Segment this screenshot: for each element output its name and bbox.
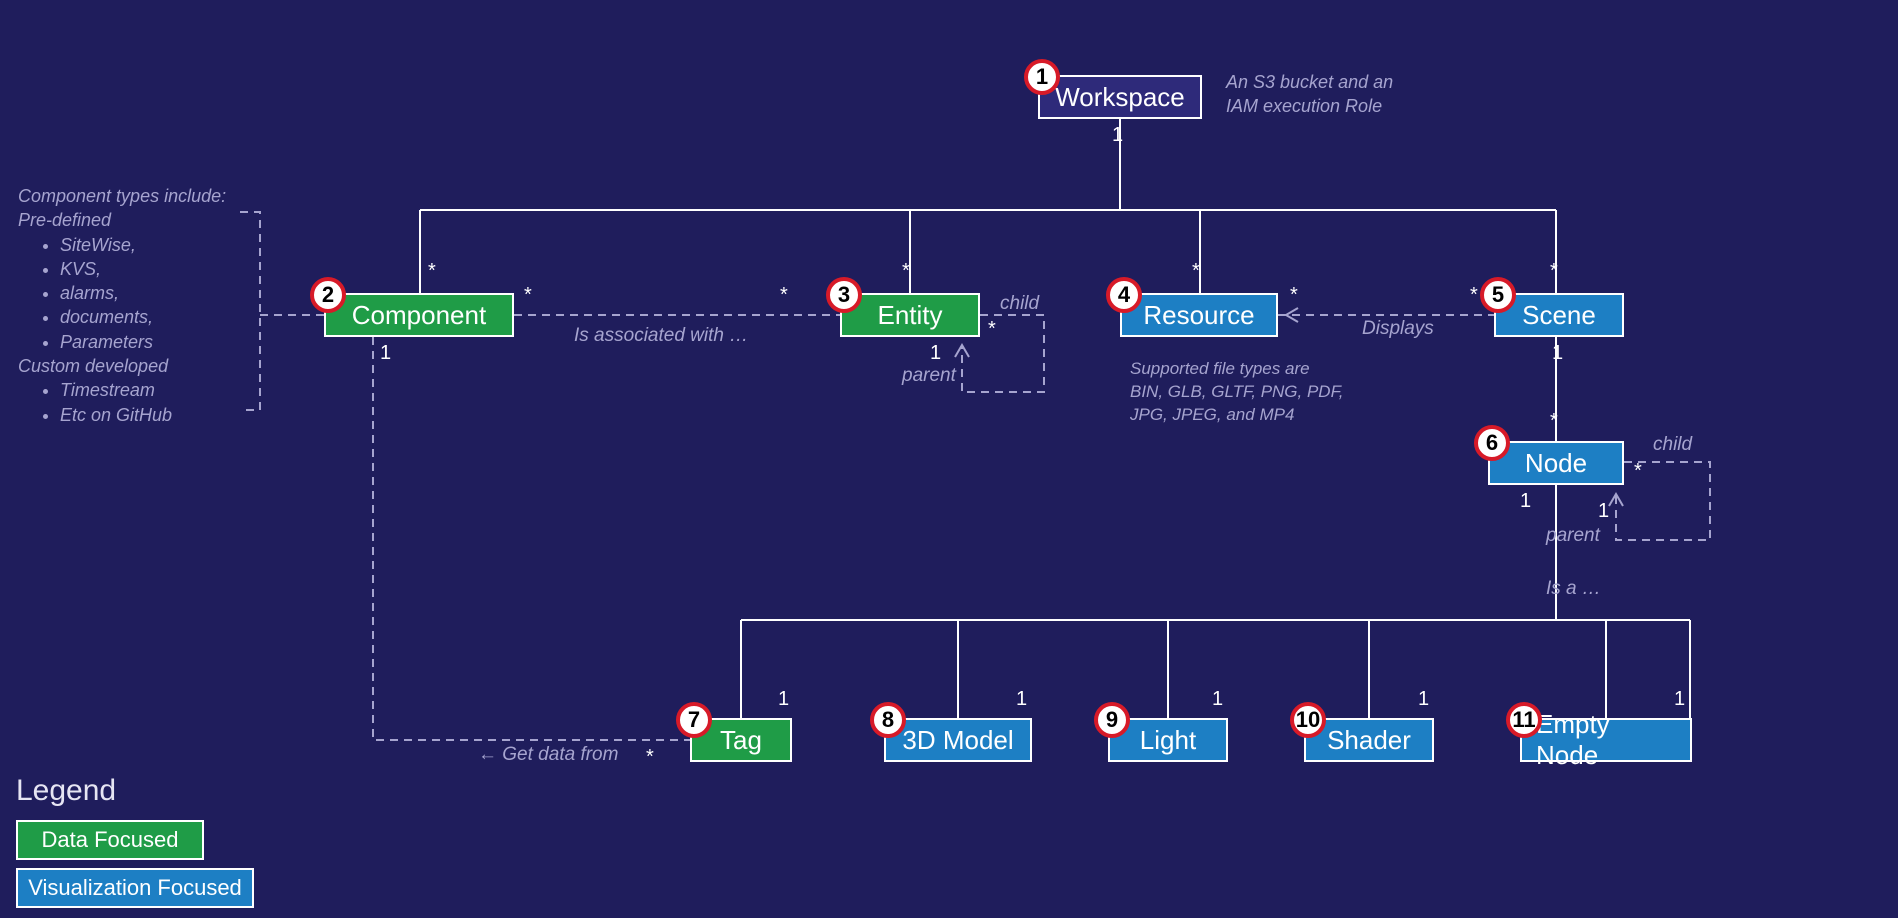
badge-light: 9 [1094,702,1130,738]
badge-number: 3 [838,282,850,308]
node-label: Component [352,300,486,331]
node-component: Component [324,293,514,337]
badge-number: 8 [882,707,894,733]
node-model3d: 3D Model [884,718,1032,762]
annotation-list-item: Parameters [60,330,226,354]
multiplicity: 1 [1112,124,1123,147]
multiplicity: 1 [1212,688,1223,711]
node-label: Shader [1327,725,1411,756]
multiplicity: * [1550,410,1558,433]
multiplicity: * [988,318,996,341]
badge-component: 2 [310,277,346,313]
multiplicity: 1 [930,342,941,365]
node-label: Workspace [1055,82,1185,113]
multiplicity: * [524,284,532,307]
multiplicity: * [1550,260,1558,283]
multiplicity: 1 [1598,500,1609,523]
badge-resource: 4 [1106,277,1142,313]
diagram-root: Workspace 1 Component 2 Entity 3 Resource 4 Scen… [0,0,1898,918]
rel-label-node_parent: parent [1546,525,1600,547]
annotation-list-item: Timestream [60,378,226,402]
annotation-component-types: Component types include:Pre-definedSiteW… [18,184,226,427]
multiplicity: * [780,284,788,307]
node-resource: Resource [1120,293,1278,337]
node-workspace: Workspace [1038,75,1202,119]
node-label: Tag [720,725,762,756]
node-label: Light [1140,725,1196,756]
multiplicity: * [902,260,910,283]
rel-label-node_child: child [1653,434,1692,456]
badge-number: 7 [688,707,700,733]
legend-data: Data Focused [16,820,204,860]
annotation-line: An S3 bucket and an [1226,70,1393,94]
annotation-header: Component types include: [18,184,226,208]
annotation-list-item: SiteWise, [60,233,226,257]
multiplicity: 1 [1520,490,1531,513]
badge-scene: 5 [1480,277,1516,313]
multiplicity: * [1192,260,1200,283]
multiplicity: 1 [778,688,789,711]
badge-workspace: 1 [1024,59,1060,95]
rel-label-get_data: ← Get data from [478,744,618,766]
badge-model3d: 8 [870,702,906,738]
node-label: Entity [877,300,942,331]
annotation-header: Custom developed [18,354,226,378]
annotation-line: Supported file types are [1130,358,1344,381]
badge-number: 2 [322,282,334,308]
badge-number: 1 [1036,64,1048,90]
multiplicity: * [428,260,436,283]
legend-label: Data Focused [42,827,179,853]
annotation-list-item: Etc on GitHub [60,403,226,427]
badge-number: 9 [1106,707,1118,733]
badge-number: 5 [1492,282,1504,308]
node-label: Scene [1522,300,1596,331]
multiplicity: 1 [1016,688,1027,711]
node-emptynode: Empty Node [1520,718,1692,762]
rel-label-displays: Displays [1362,318,1434,340]
badge-entity: 3 [826,277,862,313]
annotation-workspace: An S3 bucket and anIAM execution Role [1226,70,1393,119]
annotation-header: Pre-defined [18,208,226,232]
annotation-list-item: documents, [60,305,226,329]
rel-label-entity_child: child [1000,293,1039,315]
annotation-line: JPG, JPEG, and MP4 [1130,404,1344,427]
badge-node: 6 [1474,425,1510,461]
badge-number: 4 [1118,282,1130,308]
multiplicity: * [1634,460,1642,483]
multiplicity: 1 [1674,688,1685,711]
legend-label: Visualization Focused [28,875,242,901]
multiplicity: * [646,746,654,769]
annotation-list-item: KVS, [60,257,226,281]
multiplicity: * [1470,284,1478,307]
legend-viz: Visualization Focused [16,868,254,908]
node-label: 3D Model [902,725,1013,756]
badge-emptynode: 11 [1506,702,1542,738]
badge-number: 6 [1486,430,1498,456]
legend-title: Legend [16,774,116,808]
node-label: Node [1525,448,1587,479]
badge-tag: 7 [676,702,712,738]
multiplicity: * [1290,284,1298,307]
annotation-list-item: alarms, [60,281,226,305]
badge-shader: 10 [1290,702,1326,738]
rel-label-entity_parent: parent [902,365,956,387]
node-label: Resource [1143,300,1254,331]
annotation-resource: Supported file types areBIN, GLB, GLTF, … [1130,358,1344,427]
badge-number: 11 [1512,707,1535,733]
multiplicity: 1 [1552,342,1563,365]
rel-label-is_a: Is a … [1546,578,1601,600]
node-label: Empty Node [1536,709,1676,771]
badge-number: 10 [1296,707,1320,733]
annotation-list: SiteWise,KVS,alarms,documents,Parameters [18,233,226,354]
annotation-line: BIN, GLB, GLTF, PNG, PDF, [1130,381,1344,404]
rel-label-assoc: Is associated with … [574,325,748,347]
annotation-line: IAM execution Role [1226,94,1393,118]
multiplicity: 1 [1418,688,1429,711]
multiplicity: 1 [380,342,391,365]
annotation-list: TimestreamEtc on GitHub [18,378,226,427]
